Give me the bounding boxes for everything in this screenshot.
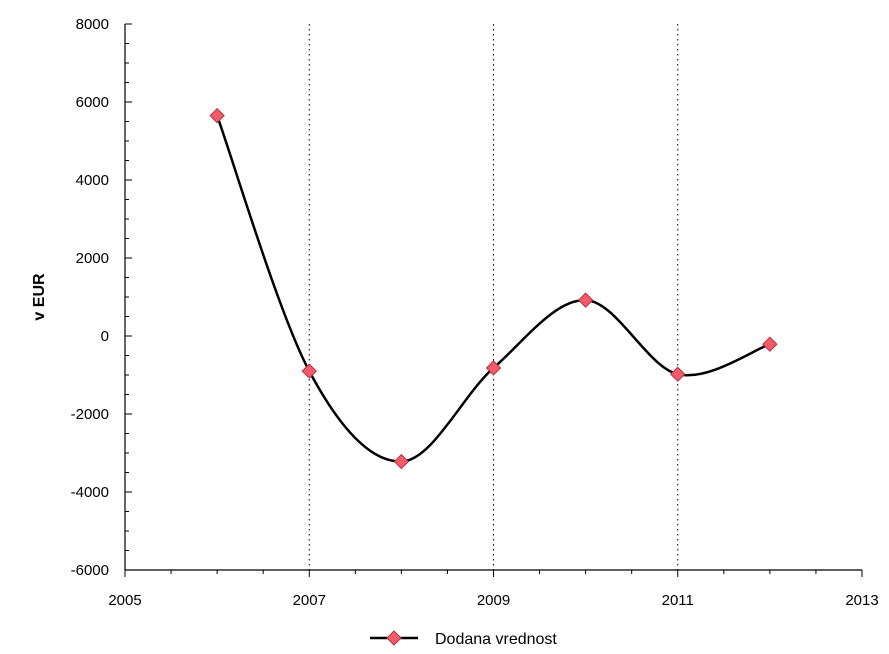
y-tick-label: 8000 (76, 16, 109, 33)
y-tick-label: -4000 (71, 484, 109, 501)
data-point (670, 366, 686, 382)
x-tick-label: 2007 (293, 592, 326, 609)
y-axis-ticks: 8000 6000 4000 2000 0 -2000 -4000 -6000 (71, 16, 132, 579)
y-tick-label: 4000 (76, 172, 109, 189)
x-tick-label: 2013 (845, 592, 878, 609)
data-point (209, 107, 225, 124)
y-tick-label: 2000 (76, 250, 109, 267)
series-line (215, 115, 771, 463)
legend: Dodana vrednost (370, 630, 557, 648)
y-axis-label: v EUR (31, 273, 48, 321)
x-tick-label: 2009 (477, 592, 510, 609)
y-tick-label: 0 (101, 328, 109, 345)
data-point (762, 336, 778, 352)
legend-label: Dodana vrednost (435, 631, 557, 648)
x-axis-ticks: 2005 2007 2009 2011 2013 (108, 570, 879, 609)
data-point (485, 360, 502, 376)
data-point (393, 453, 410, 470)
y-tick-label: -6000 (71, 562, 109, 579)
axes (124, 24, 862, 571)
series-layer (209, 107, 778, 470)
data-point (301, 363, 317, 379)
gridlines (308, 24, 679, 570)
data-point (577, 292, 594, 308)
y-tick-label: -2000 (71, 406, 109, 423)
legend-marker-icon (386, 630, 402, 646)
y-tick-label: 6000 (76, 94, 109, 111)
x-tick-label: 2005 (108, 592, 141, 609)
x-tick-label: 2011 (662, 592, 694, 609)
